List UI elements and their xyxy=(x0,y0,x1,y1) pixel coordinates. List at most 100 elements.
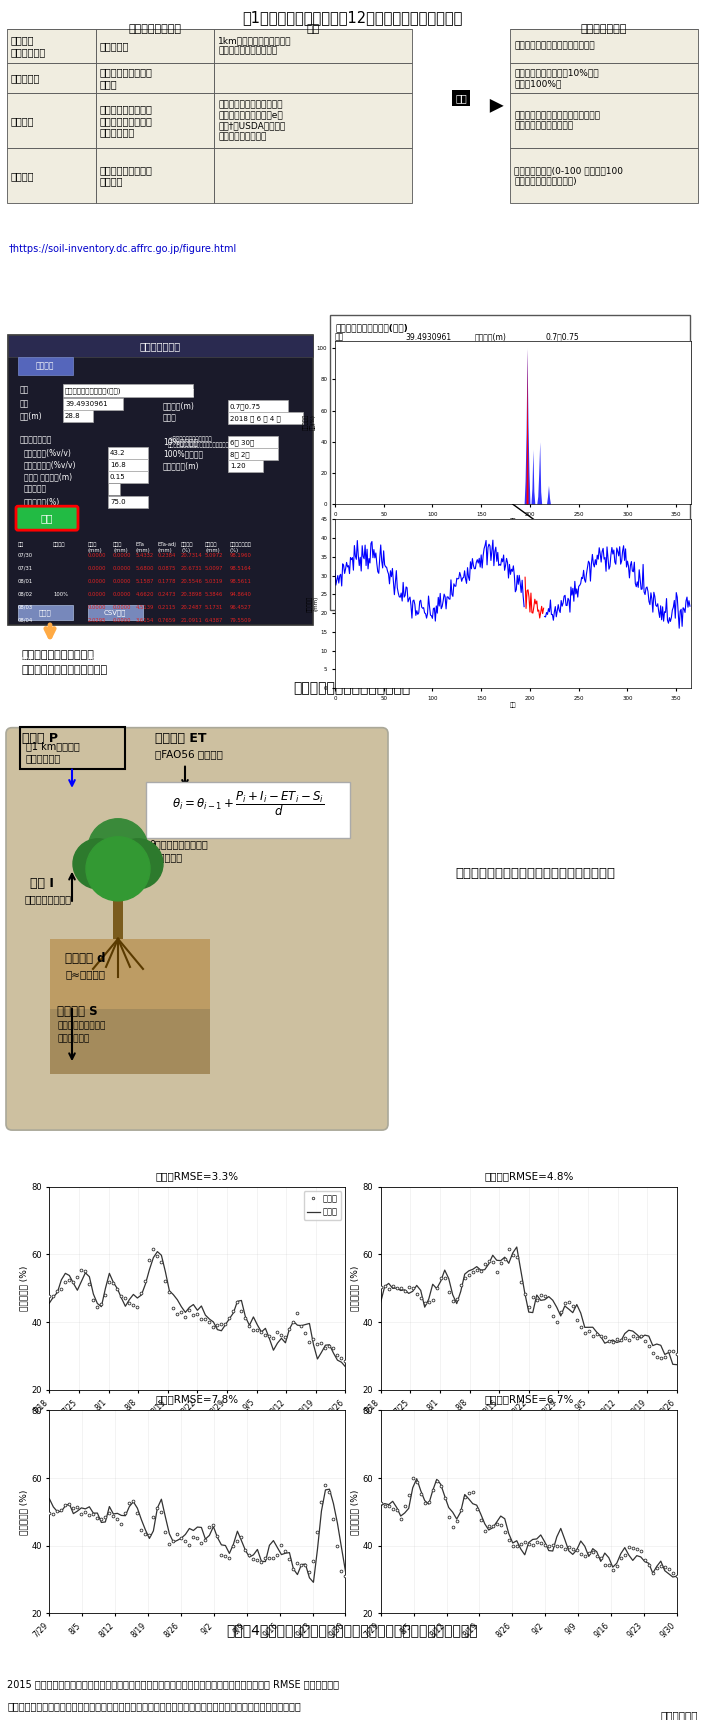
FancyBboxPatch shape xyxy=(63,411,93,421)
予測値 xyxy=(376,1292,385,1312)
Text: 計算: 計算 xyxy=(455,93,467,103)
Text: 1kmメッシュ農業気象情報
から日気象データを取得: 1kmメッシュ農業気象情報 から日気象データを取得 xyxy=(219,36,292,55)
予測値 xyxy=(293,1314,302,1335)
Text: 08/06: 08/06 xyxy=(18,643,33,648)
Text: 0.0000: 0.0000 xyxy=(113,605,132,609)
Text: 0.1778: 0.1778 xyxy=(158,578,176,583)
Text: 圃場容水量超過分は: 圃場容水量超過分は xyxy=(57,1022,105,1030)
FancyBboxPatch shape xyxy=(214,93,412,148)
Text: 永久しおれ点(%v/v): 永久しおれ点(%v/v) xyxy=(24,461,77,470)
実測値 xyxy=(605,1555,613,1576)
Text: 大仙：RMSE=3.3%: 大仙：RMSE=3.3% xyxy=(156,1171,239,1180)
Text: 40.1389: 40.1389 xyxy=(181,657,203,662)
FancyBboxPatch shape xyxy=(108,495,148,507)
Text: 最大作物高(m): 最大作物高(m) xyxy=(475,380,512,390)
FancyBboxPatch shape xyxy=(18,605,73,621)
Text: 1.20: 1.20 xyxy=(545,380,562,390)
Text: 図３　4地点でのシステムによる予測値と土壌水分の実測値の比較: 図３ 4地点でのシステムによる予測値と土壌水分の実測値の比較 xyxy=(227,1624,478,1637)
Text: 16.8: 16.8 xyxy=(405,380,422,390)
Text: 94.8640: 94.8640 xyxy=(230,592,252,597)
Text: 0.0000: 0.0000 xyxy=(113,552,132,557)
Y-axis label: 蒸発散水量
(mm): 蒸発散水量 (mm) xyxy=(307,595,319,612)
Text: 43.2000: 43.2000 xyxy=(181,631,203,636)
予測値 xyxy=(605,1548,613,1569)
Line: 実測値: 実測値 xyxy=(48,1483,347,1577)
Text: 08/03: 08/03 xyxy=(18,605,33,609)
FancyBboxPatch shape xyxy=(113,874,123,939)
Text: 98.5164: 98.5164 xyxy=(230,566,252,571)
Text: ・クリックでグラフ表示も可: ・クリックでグラフ表示も可 xyxy=(22,666,108,674)
Text: 表1　入力が必要な項目（12項目）と出力される項目: 表1 入力が必要な項目（12項目）と出力される項目 xyxy=(243,10,462,26)
実測値 xyxy=(644,1336,653,1357)
Text: 計算: 計算 xyxy=(41,513,54,523)
Text: 潅水情報: 潅水情報 xyxy=(11,170,35,181)
実測値 xyxy=(69,1273,78,1293)
Text: 08/01: 08/01 xyxy=(18,578,33,583)
Text: 20.6731: 20.6731 xyxy=(181,566,203,571)
予測値 xyxy=(69,1503,78,1524)
Text: 0.2115: 0.2115 xyxy=(158,605,176,609)
Text: 0.7～0.75: 0.7～0.75 xyxy=(230,402,261,409)
Text: 75.0: 75.0 xyxy=(110,499,125,506)
Text: 08/05: 08/05 xyxy=(18,631,33,636)
実測値 xyxy=(293,1302,302,1323)
FancyBboxPatch shape xyxy=(96,29,214,64)
予測値 xyxy=(613,1553,621,1574)
FancyBboxPatch shape xyxy=(50,939,210,1010)
Text: ・メイン画面は表で出力: ・メイン画面は表で出力 xyxy=(22,650,95,660)
Text: 0.15: 0.15 xyxy=(405,356,422,366)
FancyBboxPatch shape xyxy=(228,437,278,449)
Text: 0.0000: 0.0000 xyxy=(113,578,132,583)
Text: 条の間隔(m): 条の間隔(m) xyxy=(475,332,507,342)
FancyBboxPatch shape xyxy=(108,483,120,495)
Line: 予測値: 予測値 xyxy=(49,1490,345,1582)
Text: 気象情報
（位置情報）: 気象情報 （位置情報） xyxy=(11,34,47,57)
Text: $\theta_i = \theta_{i-1} + \dfrac{P_i + I_i - ET_i - S_i}{d}$: $\theta_i = \theta_{i-1} + \dfrac{P_i + … xyxy=(172,789,324,819)
Text: 入力が必要な項目: 入力が必要な項目 xyxy=(128,24,182,34)
Text: 2018年6月4日: 2018年6月4日 xyxy=(545,344,588,354)
Text: 降水量 P: 降水量 P xyxy=(22,733,58,745)
Text: 緯度、経度: 緯度、経度 xyxy=(100,41,129,52)
Circle shape xyxy=(86,836,150,901)
Text: 1.0412: 1.0412 xyxy=(158,631,176,636)
実測値 xyxy=(376,1276,385,1297)
Text: 東北農業研究センター(大曲): 東北農業研究センター(大曲) xyxy=(65,387,121,394)
FancyBboxPatch shape xyxy=(7,148,96,203)
Text: 20.3898: 20.3898 xyxy=(181,592,203,597)
Text: 盛岡：RMSE=7.8%: 盛岡：RMSE=7.8% xyxy=(156,1395,239,1404)
実測値 xyxy=(341,1565,350,1586)
予測値 xyxy=(325,1479,333,1500)
予測値 xyxy=(69,1273,78,1293)
Text: 標高(m): 標高(m) xyxy=(335,344,357,354)
予測値 xyxy=(277,1545,286,1565)
FancyBboxPatch shape xyxy=(96,93,214,148)
Text: 38.3437: 38.3437 xyxy=(205,643,226,648)
Text: 潅水支援: 潅水支援 xyxy=(36,361,54,372)
Text: 5.0972: 5.0972 xyxy=(205,552,223,557)
実測値 xyxy=(617,1548,625,1569)
実測値 xyxy=(274,1321,282,1342)
Text: 月日: 月日 xyxy=(18,542,24,547)
Text: 出芽日、条間、最大
作物高: 出芽日、条間、最大 作物高 xyxy=(100,67,153,89)
Text: θ：土壌の体積含水率: θ：土壌の体積含水率 xyxy=(150,839,209,848)
Text: 08/02: 08/02 xyxy=(18,592,33,597)
Y-axis label: 体積含水率 (%): 体積含水率 (%) xyxy=(350,1266,360,1311)
FancyBboxPatch shape xyxy=(228,401,288,413)
Line: 予測値: 予測値 xyxy=(381,1479,677,1577)
実測値 xyxy=(505,1238,513,1259)
Text: CSV出力: CSV出力 xyxy=(104,611,126,616)
Text: （FAO56 モデル）: （FAO56 モデル） xyxy=(155,748,223,759)
FancyBboxPatch shape xyxy=(146,781,350,838)
Text: 5.0097: 5.0097 xyxy=(205,566,223,571)
Text: 0.0000: 0.0000 xyxy=(88,566,106,571)
Line: 実測値: 実測値 xyxy=(379,1476,678,1577)
FancyBboxPatch shape xyxy=(330,315,690,611)
FancyBboxPatch shape xyxy=(7,64,96,93)
実測値 xyxy=(605,1331,613,1352)
予測値 xyxy=(412,1469,421,1490)
Text: ETa
(mm): ETa (mm) xyxy=(136,542,151,552)
Text: 0.0000: 0.0000 xyxy=(88,592,106,597)
Text: 速やかに排水: 速やかに排水 xyxy=(57,1034,90,1044)
Text: 「黒ボク土: 「黒ボク土 xyxy=(24,485,47,494)
予測値 xyxy=(400,1280,409,1300)
